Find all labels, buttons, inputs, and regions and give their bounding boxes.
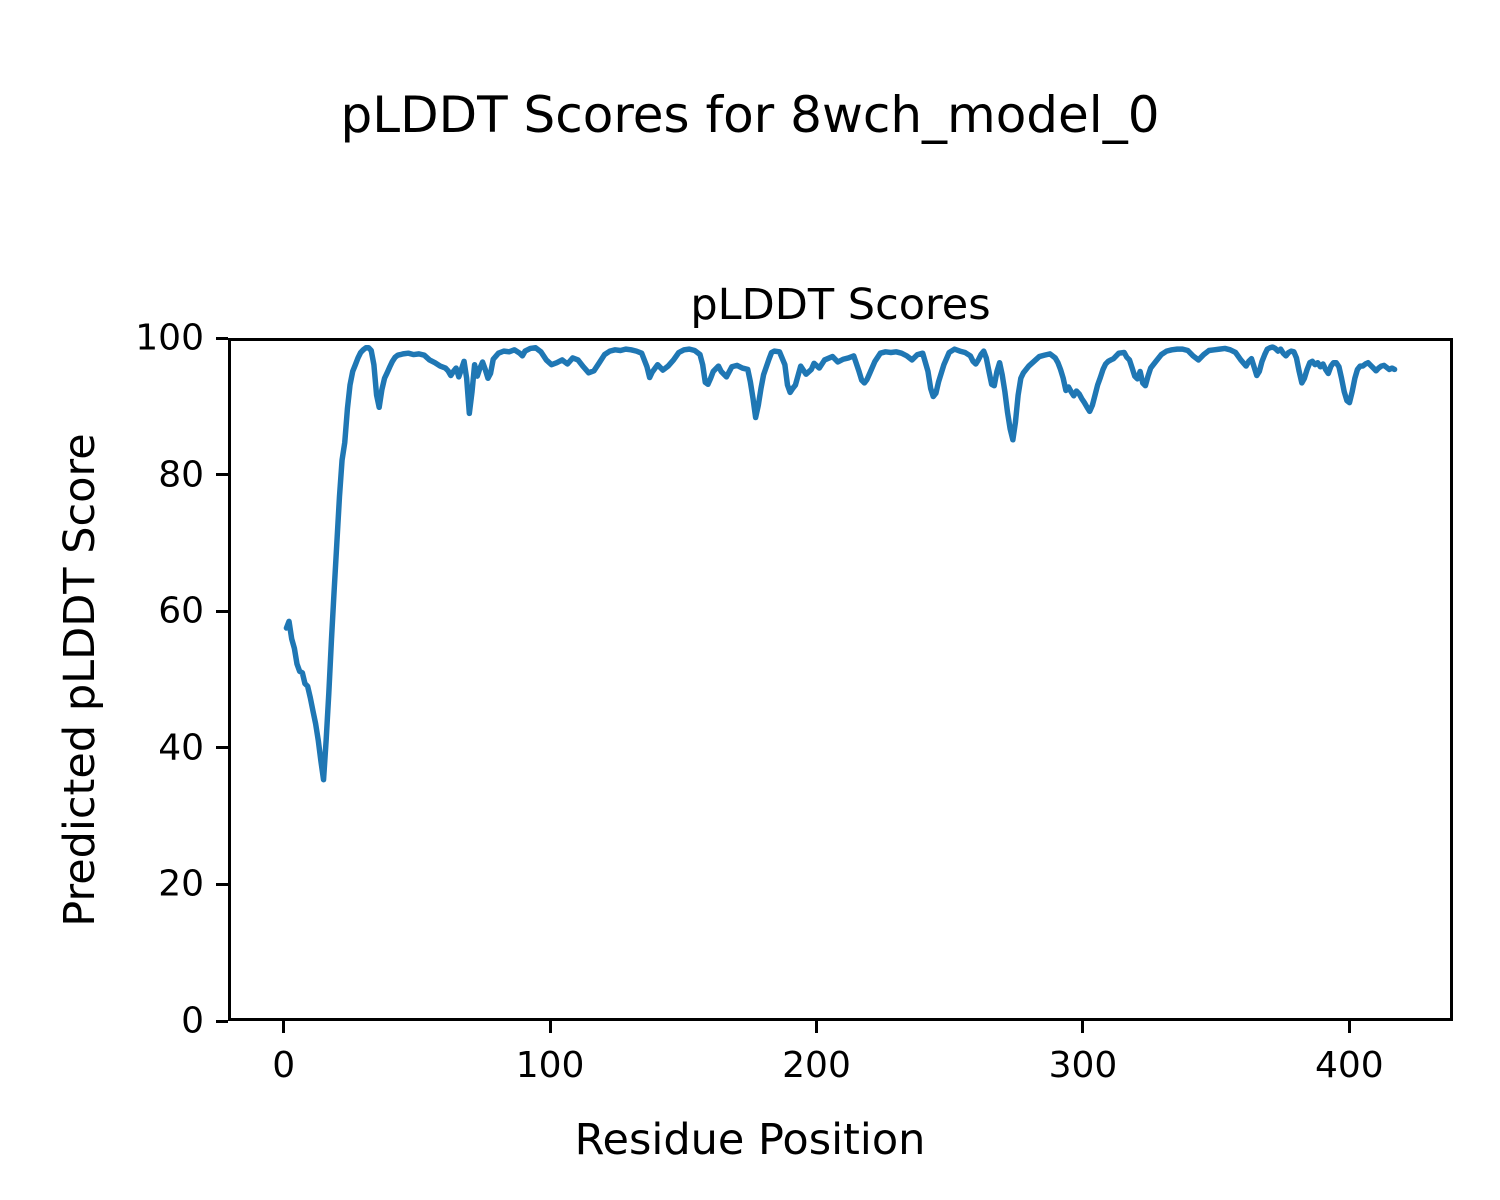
y-tick-label: 60 [158,590,204,632]
y-axis-label: Predicted pLDDT Score [55,433,105,927]
x-tick-mark [548,1021,552,1033]
figure-title: pLDDT Scores for 8wch_model_0 [340,86,1160,144]
axes-title: pLDDT Scores [690,280,991,330]
x-tick-label: 0 [272,1045,296,1086]
y-tick-mark [216,609,228,613]
x-tick-label: 200 [782,1045,851,1086]
y-tick-mark [216,1019,228,1023]
y-tick-mark [216,473,228,477]
x-tick-label: 300 [1048,1045,1118,1086]
y-tick-label: 100 [135,317,204,359]
y-tick-label: 20 [158,863,204,905]
y-tick-label: 40 [158,727,204,769]
x-tick-mark [282,1021,286,1033]
y-tick-mark [216,336,228,340]
x-tick-label: 400 [1315,1045,1384,1086]
line-chart-canvas [283,344,1398,783]
pldd-score-line [283,344,1398,783]
x-tick-mark [1081,1021,1085,1033]
plot-area [228,338,1453,1021]
x-tick-mark [815,1021,819,1033]
y-tick-label: 0 [181,1000,204,1042]
y-tick-label: 80 [158,454,204,496]
x-axis-label: Residue Position [574,1115,926,1165]
x-tick-label: 100 [515,1045,585,1086]
y-tick-mark [216,746,228,750]
x-tick-mark [1347,1021,1351,1033]
y-tick-mark [216,882,228,886]
